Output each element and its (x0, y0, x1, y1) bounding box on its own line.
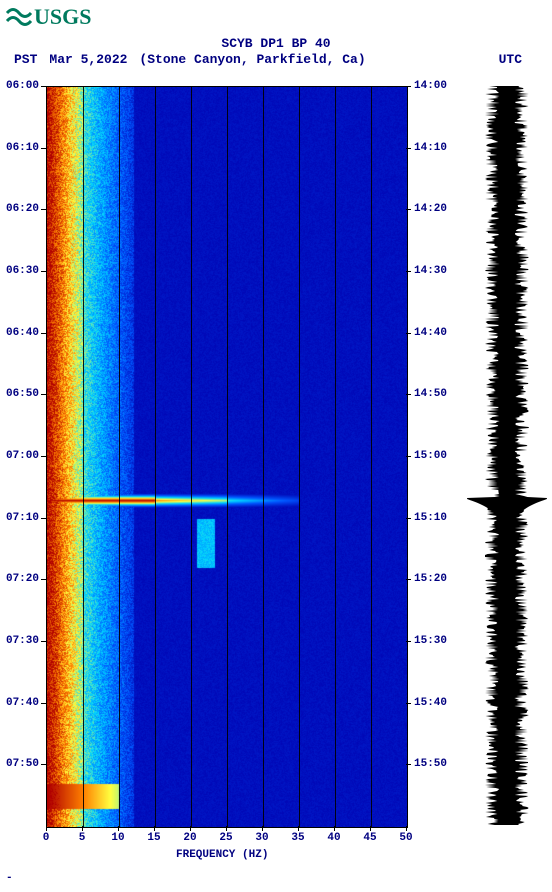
left-time-label: 07:10 (6, 512, 39, 524)
freq-tick-label: 45 (360, 832, 380, 844)
left-time-label: 07:30 (6, 635, 39, 647)
right-time-label: 15:30 (414, 635, 447, 647)
left-time-tick (41, 333, 46, 334)
freq-gridline (83, 87, 84, 827)
right-time-label: 15:40 (414, 697, 447, 709)
freq-tick-label: 5 (72, 832, 92, 844)
freq-tick-label: 20 (180, 832, 200, 844)
freq-gridline (335, 87, 336, 827)
right-time-tick (406, 209, 411, 210)
freq-tick (154, 826, 155, 831)
freq-gridline (227, 87, 228, 827)
left-time-tick (41, 148, 46, 149)
right-time-tick (406, 579, 411, 580)
right-time-label: 14:10 (414, 142, 447, 154)
freq-tick-label: 15 (144, 832, 164, 844)
spectrogram-plot (46, 86, 408, 828)
freq-gridline (191, 87, 192, 827)
right-time-tick (406, 394, 411, 395)
right-time-tick (406, 641, 411, 642)
left-time-label: 06:00 (6, 80, 39, 92)
left-time-tick (41, 579, 46, 580)
right-time-tick (406, 333, 411, 334)
freq-tick (226, 826, 227, 831)
right-time-label: 15:20 (414, 573, 447, 585)
freq-tick (370, 826, 371, 831)
left-time-tick (41, 86, 46, 87)
right-tz-label: UTC (499, 52, 522, 68)
freq-gridline (263, 87, 264, 827)
left-time-tick (41, 703, 46, 704)
x-axis-title: FREQUENCY (HZ) (176, 849, 268, 861)
chart-header: SCYB DP1 BP 40 PST Mar 5,2022 (Stone Can… (0, 36, 552, 67)
freq-tick-label: 0 (36, 832, 56, 844)
left-time-tick (41, 456, 46, 457)
right-time-tick (406, 518, 411, 519)
left-time-tick (41, 764, 46, 765)
header-meta: PST Mar 5,2022 (Stone Canyon, Parkfield,… (0, 52, 552, 68)
freq-tick-label: 10 (108, 832, 128, 844)
left-time-label: 07:20 (6, 573, 39, 585)
left-time-tick (41, 271, 46, 272)
right-time-tick (406, 271, 411, 272)
left-time-tick (41, 209, 46, 210)
wave-icon (6, 5, 32, 29)
location-label: (Stone Canyon, Parkfield, Ca) (139, 52, 365, 68)
left-time-label: 06:50 (6, 388, 39, 400)
right-time-label: 14:20 (414, 203, 447, 215)
logo-text: USGS (34, 4, 91, 30)
left-tz-label: PST (14, 52, 37, 68)
right-time-label: 15:00 (414, 450, 447, 462)
freq-tick-label: 25 (216, 832, 236, 844)
freq-tick (190, 826, 191, 831)
left-time-label: 06:10 (6, 142, 39, 154)
right-time-label: 15:10 (414, 512, 447, 524)
page-root: USGS SCYB DP1 BP 40 PST Mar 5,2022 (Ston… (0, 0, 552, 892)
seismogram-plot (465, 86, 549, 826)
usgs-logo: USGS (6, 4, 91, 30)
freq-tick (334, 826, 335, 831)
right-time-label: 14:40 (414, 327, 447, 339)
seismogram-svg (465, 86, 549, 826)
left-time-label: 06:20 (6, 203, 39, 215)
freq-tick (118, 826, 119, 831)
left-time-tick (41, 641, 46, 642)
left-time-label: 07:40 (6, 697, 39, 709)
left-time-label: 07:00 (6, 450, 39, 462)
freq-gridline (155, 87, 156, 827)
station-title: SCYB DP1 BP 40 (0, 36, 552, 52)
freq-gridline (119, 87, 120, 827)
freq-tick (298, 826, 299, 831)
right-time-tick (406, 456, 411, 457)
right-time-label: 14:00 (414, 80, 447, 92)
footer-mark: - (6, 872, 13, 884)
right-time-tick (406, 703, 411, 704)
right-time-tick (406, 148, 411, 149)
date-label: Mar 5,2022 (49, 52, 127, 68)
freq-tick-label: 35 (288, 832, 308, 844)
left-time-label: 07:50 (6, 758, 39, 770)
freq-tick (46, 826, 47, 831)
right-time-label: 15:50 (414, 758, 447, 770)
left-time-tick (41, 394, 46, 395)
freq-tick (406, 826, 407, 831)
freq-tick-label: 30 (252, 832, 272, 844)
right-time-tick (406, 764, 411, 765)
freq-tick (82, 826, 83, 831)
right-time-label: 14:50 (414, 388, 447, 400)
left-time-label: 06:40 (6, 327, 39, 339)
left-time-label: 06:30 (6, 265, 39, 277)
right-time-label: 14:30 (414, 265, 447, 277)
freq-tick-label: 50 (396, 832, 416, 844)
freq-gridline (299, 87, 300, 827)
left-time-tick (41, 518, 46, 519)
freq-tick (262, 826, 263, 831)
right-time-tick (406, 86, 411, 87)
freq-tick-label: 40 (324, 832, 344, 844)
freq-gridline (371, 87, 372, 827)
